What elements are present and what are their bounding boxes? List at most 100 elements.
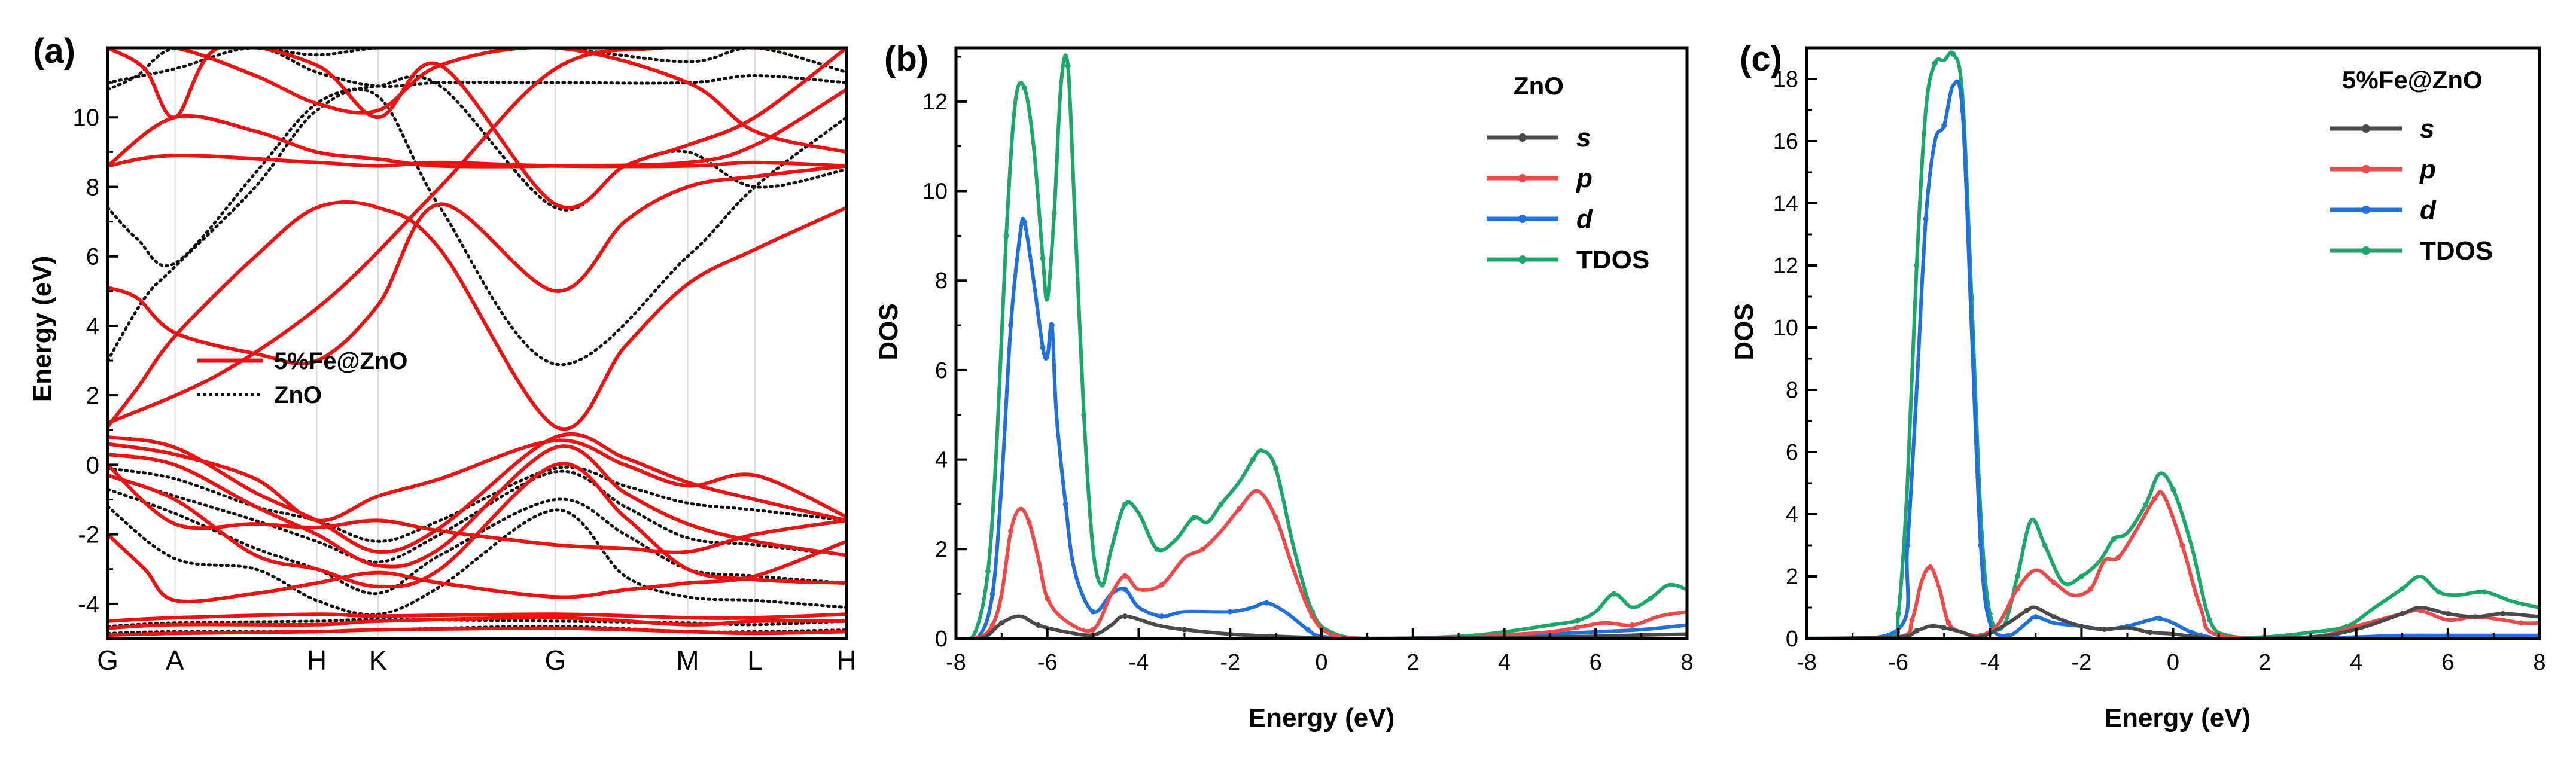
- dos-point-tdos: [2399, 586, 2405, 592]
- panel-b-label: (b): [884, 39, 928, 78]
- panel-a-clip-group: [108, 48, 847, 639]
- dos-point-s: [1182, 627, 1187, 633]
- dos-point-tdos: [1022, 85, 1028, 91]
- panel-a-legend: 5%Fe@ZnO ZnO: [197, 348, 407, 408]
- dos-point-p: [1928, 564, 1933, 570]
- dos-point-d: [1941, 123, 1947, 129]
- x-tick-label: -4: [1129, 650, 1149, 675]
- dos-point-s: [1122, 613, 1128, 619]
- fe-band: [108, 463, 847, 554]
- dos-point-d: [2005, 633, 2011, 639]
- y-tick-label: 10: [922, 179, 948, 204]
- dos-point-p: [1629, 622, 1635, 628]
- dos-point-tdos: [2481, 589, 2487, 595]
- dos-point-tdos: [2042, 542, 2048, 548]
- x-tick-label: -2: [1220, 650, 1240, 675]
- dos-point-p: [1122, 573, 1128, 579]
- legend-fe-label: 5%Fe@ZnO: [274, 348, 407, 374]
- dos-point-p: [1008, 528, 1014, 534]
- dos-point-p: [2115, 555, 2121, 561]
- kpoint-label: M: [676, 645, 699, 676]
- dos-point-tdos: [2111, 536, 2117, 542]
- dos-point-tdos: [1099, 582, 1105, 588]
- x-tick-label: 2: [1406, 650, 1419, 675]
- y-tick-label: -4: [78, 591, 99, 618]
- dos-point-d: [1122, 587, 1128, 593]
- kpoint-label: H: [307, 645, 327, 676]
- fe-band: [108, 438, 847, 523]
- fe-band: [108, 154, 847, 169]
- panel-b-xlabel: Energy (eV): [1249, 703, 1395, 732]
- panel-c-ylabel: DOS: [1729, 303, 1759, 360]
- dos-point-d: [2188, 630, 2194, 636]
- kpoint-label: G: [545, 645, 567, 676]
- dos-point-p: [1159, 582, 1165, 588]
- dos-point-d: [2033, 614, 2039, 620]
- x-tick-label: -2: [2071, 650, 2091, 675]
- dos-point-d: [1959, 107, 1965, 113]
- dos-point-d: [1040, 344, 1046, 350]
- dos-point-p: [1945, 620, 1951, 626]
- fe-band: [108, 48, 847, 210]
- dos-point-s: [2102, 626, 2108, 632]
- fe-band: [108, 432, 847, 554]
- dos-point-d: [1904, 542, 1910, 548]
- panel-c-legend: 5%Fe@ZnO spd TDOS: [2330, 66, 2493, 265]
- dos-point-tdos: [2207, 617, 2213, 623]
- dos-point-tdos: [1895, 611, 1901, 616]
- y-tick-label: 8: [1786, 378, 1798, 403]
- dos-point-tdos: [2436, 589, 2442, 595]
- kpoint-label: A: [166, 645, 184, 676]
- fe-band: [108, 48, 847, 154]
- dos-point-d: [1062, 501, 1068, 507]
- dos-point-d: [1263, 600, 1269, 606]
- y-tick-label: 18: [1773, 67, 1798, 92]
- legend-label-p: p: [1576, 164, 1593, 193]
- dos-point-p: [2088, 586, 2094, 592]
- x-tick-label: 4: [1498, 650, 1511, 675]
- dos-point-p: [2518, 620, 2524, 626]
- dos-point-tdos: [1273, 466, 1279, 472]
- x-tick-label: 6: [1590, 650, 1602, 675]
- kpoint-label: K: [369, 645, 388, 676]
- dos-point-p: [1045, 596, 1051, 602]
- dos-point-p: [2014, 586, 2020, 592]
- panel-b-zno-dos: (b) DOS Energy (eV) -8 -6 -4 -2 0 2 4 6 8 0 2 4 6 8 10…: [874, 39, 1694, 732]
- dos-point-tdos: [1190, 515, 1196, 521]
- legend-label-tdos: TDOS: [1576, 245, 1649, 274]
- y-tick-label: 10: [73, 105, 100, 131]
- panel-a-label: (a): [33, 32, 75, 71]
- y-tick-label: 4: [935, 448, 948, 473]
- dos-point-d: [1090, 609, 1096, 615]
- x-tick-label: 6: [2441, 650, 2454, 675]
- zno-band: [108, 469, 847, 564]
- dos-line-p: [956, 489, 1687, 639]
- legend-marker-s: [2362, 124, 2370, 133]
- dos-point-p: [1575, 624, 1581, 630]
- dos-point-tdos: [985, 569, 991, 575]
- dos-point-s: [2399, 611, 2405, 616]
- y-tick-label: 12: [1773, 254, 1798, 279]
- legend-label-s: s: [2420, 114, 2434, 144]
- y-tick-label: 2: [935, 537, 948, 562]
- dos-point-tdos: [1122, 501, 1128, 507]
- legend-marker-d: [1518, 215, 1527, 223]
- x-tick-label: 4: [2350, 650, 2362, 675]
- dos-point-s: [2024, 608, 2029, 613]
- dos-point-tdos: [1611, 591, 1617, 597]
- dos-point-d: [2157, 615, 2163, 621]
- zno-band: [108, 75, 847, 268]
- dos-point-p: [1199, 546, 1205, 552]
- fe-band: [108, 462, 847, 589]
- y-tick-label: 12: [922, 90, 948, 115]
- dos-point-p: [1310, 613, 1316, 619]
- fe-band: [108, 88, 847, 169]
- legend-marker-tdos: [1518, 255, 1527, 264]
- dos-point-tdos: [1648, 596, 1654, 602]
- dos-point-s: [2147, 630, 2153, 636]
- y-tick-label: 8: [935, 268, 948, 294]
- dos-point-tdos: [1154, 546, 1160, 552]
- dos-point-s: [1941, 625, 1947, 631]
- panel-a-band-structure: (a) Energy (eV) -4 -2 0 2 4 6 8 10 G A H K G M L H 5%Fe…: [28, 32, 857, 676]
- zno-band: [108, 48, 847, 88]
